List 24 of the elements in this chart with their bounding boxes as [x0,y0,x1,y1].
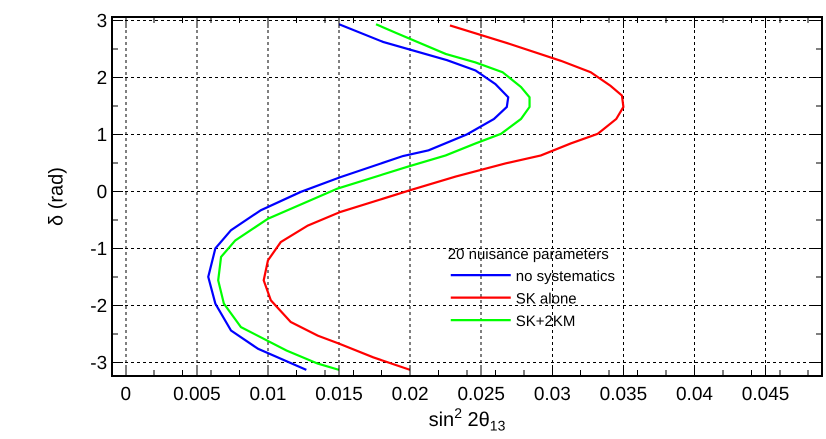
x-tick-label: 0.025 [457,384,505,405]
y-tick-label: 1 [96,124,108,146]
y-axis-title: δ (rad) [45,167,68,226]
x-tick-label: 0 [120,384,132,405]
x-tick-label: 0.045 [742,384,790,405]
x-tick-label: 0.005 [173,384,221,405]
x-axis-title: sin$^{2}$ 2θ$_{13}$ [428,404,506,434]
legend-title: 20 nuisance parameters [448,246,609,263]
x-tick-label: 0.015 [315,384,363,405]
y-tick-label: 0 [96,182,108,204]
y-tick-label: 2 [96,68,108,89]
y-tick-label: 3 [96,10,108,32]
x-tick-label: 0.035 [600,384,648,405]
y-tick-label: -2 [90,296,108,318]
x-tick-label: 0.01 [249,384,286,405]
x-tick-label: 0.02 [392,384,429,405]
legend-label: SK alone [516,290,577,308]
y-tick-label: -3 [90,353,108,374]
legend-label: SK+2KM [516,312,576,330]
x-tick-label: 0.04 [676,384,714,405]
legend-label: no systematics [516,268,615,285]
line-series [262,24,624,371]
y-tick-label: -1 [90,239,108,260]
x-tick-label: 0.03 [534,384,571,405]
